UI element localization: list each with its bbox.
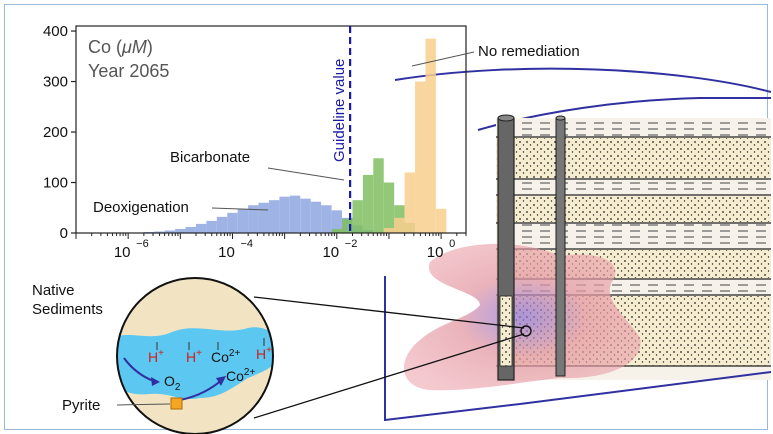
histogram-bar [425, 38, 436, 234]
annotation-label: No remediation [478, 43, 580, 60]
histogram-bar [321, 205, 332, 233]
oxygen-arrow-head [151, 377, 160, 386]
histogram-bar [206, 220, 217, 233]
annotation-label: Deoxigenation [93, 199, 189, 216]
histogram-bar [248, 205, 259, 233]
native-sediments-label-line2: Sediments [32, 301, 103, 318]
subtitle-prefix: Co ( [88, 37, 122, 57]
hydrogen-ion-label: H+ [148, 348, 164, 365]
x-tick-exponent: −6 [136, 238, 149, 250]
histogram-bar [258, 202, 269, 233]
monitoring-well-1 [497, 114, 515, 381]
pyrite-leader [116, 403, 171, 406]
block-front-edge [384, 276, 521, 422]
histogram-bar [331, 210, 343, 233]
histogram-bar [175, 228, 186, 233]
native-sediments-label: Native [32, 282, 75, 299]
histogram-bar [415, 81, 426, 233]
y-tick-label: 0 [60, 225, 68, 242]
guideline-label: Guideline value [331, 59, 348, 162]
x-tick-exponent: 0 [449, 238, 455, 250]
histogram-bar [435, 208, 447, 233]
histogram-bar [300, 198, 311, 233]
y-tick-label: 100 [43, 175, 68, 192]
x-tick-label: 10 [114, 244, 131, 261]
zoom-line-bottom [253, 333, 525, 419]
pore-scale-inset [116, 277, 274, 434]
pyrite-label: Pyrite [62, 397, 100, 414]
histogram-bar [164, 230, 176, 233]
cobalt-arrow-head [216, 376, 226, 386]
cobalt-ion-label: Co2+ [226, 367, 255, 384]
block-top-outline [394, 67, 772, 93]
histogram-bar [362, 174, 374, 233]
plot-frame [75, 25, 467, 234]
block-base [519, 371, 772, 405]
hydrogen-ion-label: H+ [186, 348, 202, 365]
y-tick-label: 400 [43, 23, 68, 40]
hydrogen-ion-label: H+ [256, 345, 272, 362]
histogram-bar [289, 195, 301, 233]
histogram-bar [154, 231, 165, 233]
histogram-bar [383, 227, 395, 233]
histogram-bar [331, 228, 343, 233]
y-tick-label: 200 [43, 124, 68, 141]
zoom-line-top [253, 296, 525, 329]
histogram-bar [185, 226, 196, 233]
x-tick-label: 10 [218, 244, 235, 261]
oxygen-label: O2 [164, 373, 181, 393]
histogram-bar [268, 200, 280, 233]
histogram-bar [227, 212, 238, 233]
histogram-bar [394, 217, 405, 233]
annotation-leader [267, 167, 345, 181]
x-tick-exponent: −2 [345, 238, 358, 250]
histogram-bar [310, 201, 322, 233]
x-tick-label: 10 [427, 244, 444, 261]
histogram-bar [383, 182, 395, 233]
chart-subtitle-line2: Year 2065 [88, 61, 169, 81]
histogram-bar [195, 223, 207, 233]
histogram-bar [404, 172, 416, 233]
histogram-bar [279, 196, 290, 233]
annotation-leader [411, 51, 475, 67]
chart-subtitle-line1: Co (μM) [88, 37, 153, 57]
histogram-bar [352, 200, 363, 233]
cobalt-ion-label: Co2+ [211, 348, 240, 365]
pyrite-grain [170, 397, 183, 410]
annotation-leader [211, 207, 269, 211]
monitoring-well-2 [555, 115, 566, 377]
series-no-remediation [383, 38, 447, 234]
aquifer-block [384, 67, 772, 422]
x-tick-exponent: −4 [240, 238, 253, 250]
annotation-label: Bicarbonate [170, 149, 250, 166]
histogram-bar [373, 158, 384, 233]
histogram-bar [216, 216, 228, 233]
histogram-bar [342, 218, 353, 233]
contaminant-plume [403, 243, 641, 391]
subtitle-unit: μM [121, 37, 147, 57]
subtitle-suffix: ) [147, 37, 153, 57]
x-tick-label: 10 [322, 244, 339, 261]
y-tick-label: 300 [43, 74, 68, 91]
histogram-bar [237, 208, 249, 233]
zoom-point [520, 325, 532, 337]
